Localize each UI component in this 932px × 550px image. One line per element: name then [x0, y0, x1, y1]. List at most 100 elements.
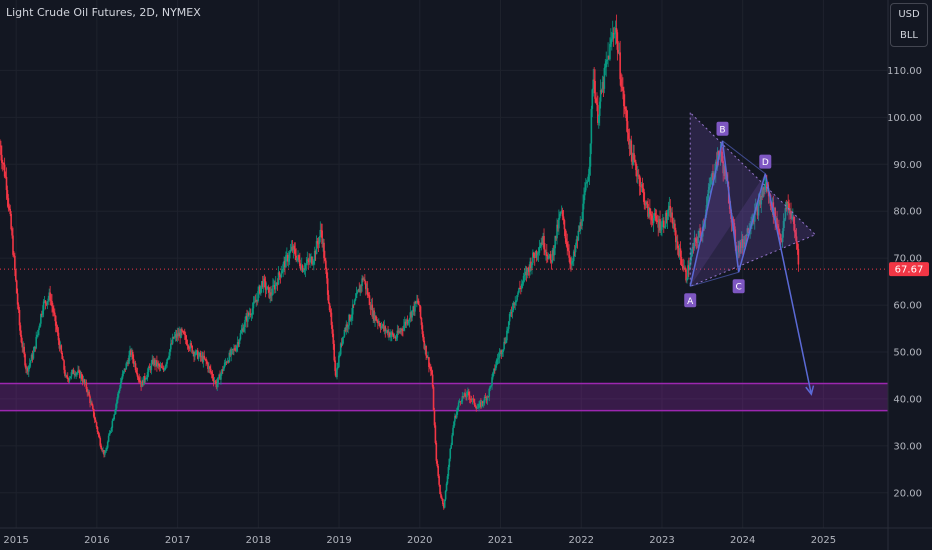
candle-body — [683, 267, 686, 269]
candle-body — [273, 285, 276, 290]
candle-body — [13, 254, 15, 256]
candle-body — [600, 90, 603, 93]
candle-body — [246, 316, 248, 322]
candle-body — [486, 396, 489, 401]
candle-body — [795, 236, 798, 244]
pattern-point-label-bg — [759, 154, 772, 169]
candle-body — [728, 202, 731, 210]
candle-body — [309, 258, 311, 263]
candle-body — [248, 313, 251, 316]
candle-body — [152, 359, 154, 365]
candle-body — [450, 444, 452, 449]
candle-body — [392, 334, 395, 338]
candle-body — [595, 98, 597, 104]
candle-body — [327, 294, 330, 304]
candle-body — [42, 301, 45, 311]
candle-body — [411, 310, 413, 318]
candle-body — [655, 215, 658, 221]
candle-body — [153, 359, 155, 365]
candle-body — [422, 334, 425, 341]
candle-body — [454, 415, 456, 422]
candle-body — [96, 427, 99, 432]
candle-body — [507, 321, 510, 329]
candle-body — [306, 259, 309, 264]
candle-body — [589, 143, 592, 167]
candle-body — [268, 287, 271, 298]
candle-body — [584, 190, 586, 196]
candle-body — [131, 351, 133, 355]
candle-body — [717, 151, 720, 156]
candle-body — [111, 420, 114, 428]
candle-body — [597, 115, 600, 123]
candle-body — [495, 359, 498, 366]
candle-body — [543, 235, 545, 250]
candle-body — [195, 350, 197, 355]
candle-body — [766, 182, 768, 192]
pattern-point-label-bg — [684, 293, 697, 308]
candle-body — [215, 381, 218, 388]
candle-body — [662, 220, 665, 228]
candle-body — [678, 248, 681, 257]
candle-body — [73, 373, 76, 375]
candle-body — [584, 183, 587, 191]
candle-body — [759, 200, 762, 205]
candle-body — [781, 231, 784, 243]
candle-body — [719, 151, 722, 157]
candle-body — [688, 265, 690, 270]
unit-button[interactable]: BLL — [899, 30, 918, 41]
pattern-point-label: D — [762, 158, 769, 168]
candle-body — [196, 350, 199, 359]
candle-body — [651, 220, 654, 224]
abcd-pattern[interactable]: A B C D — [684, 111, 817, 396]
support-zone[interactable] — [0, 382, 888, 412]
candle-body — [460, 401, 463, 403]
candle-body — [53, 311, 55, 313]
candle-body — [310, 256, 312, 259]
candle-body — [27, 365, 30, 372]
candle-body — [441, 497, 443, 499]
candle-body — [197, 355, 200, 359]
candle-body — [775, 218, 777, 224]
pattern-point-label: B — [719, 125, 725, 135]
candle-body — [257, 291, 259, 302]
candle-body — [325, 268, 328, 279]
candle-body — [537, 252, 540, 254]
candle-body — [43, 300, 46, 302]
candle-body — [160, 366, 163, 368]
candle-body — [660, 229, 662, 231]
candle-body — [370, 304, 373, 310]
candle-body — [116, 399, 118, 405]
candle-body — [83, 379, 86, 384]
candle-body — [567, 248, 569, 251]
candle-body — [235, 345, 238, 351]
candle-body — [264, 280, 267, 290]
candle-body — [547, 256, 550, 260]
candle-body — [635, 162, 637, 171]
candle-body — [299, 259, 301, 267]
candle-body — [108, 432, 111, 436]
candle-body — [170, 343, 173, 345]
candle-body — [516, 295, 518, 301]
candle-body — [275, 282, 278, 284]
currency-button[interactable]: USD — [898, 9, 920, 20]
candle-body — [610, 38, 613, 40]
candle-body — [393, 336, 396, 338]
candle-body — [56, 329, 59, 333]
candle-body — [166, 359, 168, 364]
candle-body — [65, 375, 67, 377]
candle-body — [194, 354, 196, 357]
candle-body — [207, 363, 209, 369]
candle-body — [258, 286, 260, 292]
candle-body — [622, 87, 624, 91]
candle-body — [788, 203, 790, 213]
candle-body — [435, 442, 438, 461]
candle-body — [27, 368, 29, 372]
candle-body — [6, 190, 9, 199]
candle-body — [255, 299, 258, 303]
candle-body — [303, 269, 306, 271]
candle-body — [82, 379, 85, 383]
candle-body — [49, 292, 51, 301]
candle-body — [429, 367, 432, 371]
